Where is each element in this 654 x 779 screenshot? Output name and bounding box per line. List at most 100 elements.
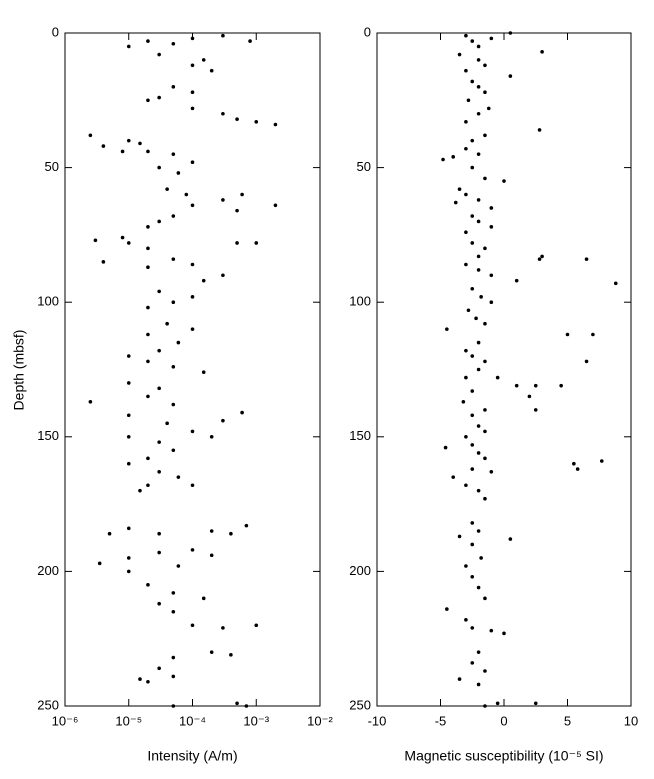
data-point: [190, 623, 195, 628]
data-point: [479, 556, 483, 560]
data-point: [126, 413, 131, 418]
data-point: [464, 146, 468, 151]
data-point: [157, 550, 161, 555]
plot-frame: [376, 32, 632, 707]
data-point: [441, 157, 445, 162]
data-point: [527, 394, 532, 399]
y-tick-label: 250: [349, 697, 371, 712]
data-point: [476, 585, 481, 590]
data-point: [470, 574, 475, 579]
data-point: [470, 286, 475, 291]
y-tick-label: 250: [37, 697, 59, 712]
data-point: [464, 120, 468, 124]
data-point: [157, 531, 161, 536]
y-tick-label: 0: [52, 24, 59, 39]
data-point: [254, 241, 259, 245]
y-tick-label: 200: [349, 563, 371, 578]
data-point: [476, 219, 481, 224]
data-point: [88, 400, 93, 404]
x-tick-label: 5: [564, 713, 571, 728]
data-point: [470, 138, 475, 143]
data-point: [502, 631, 506, 636]
data-point: [489, 469, 494, 474]
data-point: [476, 152, 481, 156]
data-point: [157, 601, 161, 606]
data-point: [107, 531, 112, 536]
data-point: [126, 556, 131, 560]
data-point: [533, 408, 538, 412]
data-point: [273, 203, 278, 208]
x-axis-label: Intensity (A/m): [147, 748, 237, 764]
data-point: [470, 214, 475, 218]
data-point: [495, 375, 500, 380]
data-point: [584, 257, 589, 261]
data-point: [489, 36, 494, 41]
data-point: [464, 564, 468, 568]
x-tick-label: 10: [624, 713, 638, 728]
data-point: [171, 609, 176, 614]
data-point: [483, 246, 487, 251]
data-point: [229, 531, 233, 536]
data-point: [508, 31, 513, 35]
data-point: [184, 192, 189, 197]
data-point: [565, 332, 570, 337]
data-point: [470, 39, 475, 43]
data-point: [171, 152, 176, 156]
data-point: [466, 98, 471, 103]
data-point: [572, 461, 576, 466]
x-tick-label: 10⁻⁶: [52, 713, 79, 728]
data-point: [93, 238, 98, 243]
data-point: [540, 254, 544, 259]
data-point: [457, 187, 462, 191]
data-point: [464, 618, 468, 622]
data-point: [171, 704, 176, 708]
data-point: [190, 548, 195, 552]
data-point: [171, 402, 176, 407]
data-point: [483, 63, 487, 68]
data-point: [209, 553, 214, 558]
y-tick-label: 100: [349, 294, 371, 309]
data-point: [483, 408, 487, 412]
data-point: [489, 628, 494, 633]
data-point: [176, 564, 181, 568]
data-point: [489, 225, 494, 229]
data-point: [466, 308, 471, 313]
data-point: [235, 117, 239, 121]
x-tick-label: 10⁻²: [307, 713, 333, 728]
data-point: [138, 141, 142, 146]
data-point: [157, 440, 161, 444]
data-point: [464, 33, 468, 38]
data-point: [171, 214, 176, 218]
data-point: [146, 483, 150, 488]
data-point: [88, 133, 93, 138]
data-point: [445, 607, 449, 611]
data-point: [483, 176, 487, 181]
data-point: [171, 257, 176, 261]
data-point: [120, 235, 125, 240]
data-point: [126, 526, 131, 531]
data-point: [190, 106, 195, 111]
data-point: [190, 483, 195, 488]
data-point: [171, 41, 176, 46]
data-point: [157, 52, 161, 57]
data-point: [244, 704, 249, 708]
data-point: [470, 354, 475, 358]
data-point: [171, 365, 176, 369]
data-point: [273, 122, 278, 127]
data-point: [476, 44, 481, 49]
data-point: [209, 650, 214, 654]
data-point: [146, 39, 150, 43]
data-point: [171, 655, 176, 660]
data-point: [157, 165, 161, 170]
data-point: [157, 348, 161, 353]
data-point: [221, 273, 225, 278]
data-point: [146, 149, 150, 154]
y-tick-label: 0: [364, 24, 371, 39]
data-point: [533, 383, 538, 388]
y-tick-label: 150: [37, 428, 59, 443]
data-point: [221, 33, 225, 38]
data-point: [483, 429, 487, 434]
data-point: [470, 467, 475, 471]
data-point: [537, 128, 542, 132]
data-point: [613, 281, 618, 286]
